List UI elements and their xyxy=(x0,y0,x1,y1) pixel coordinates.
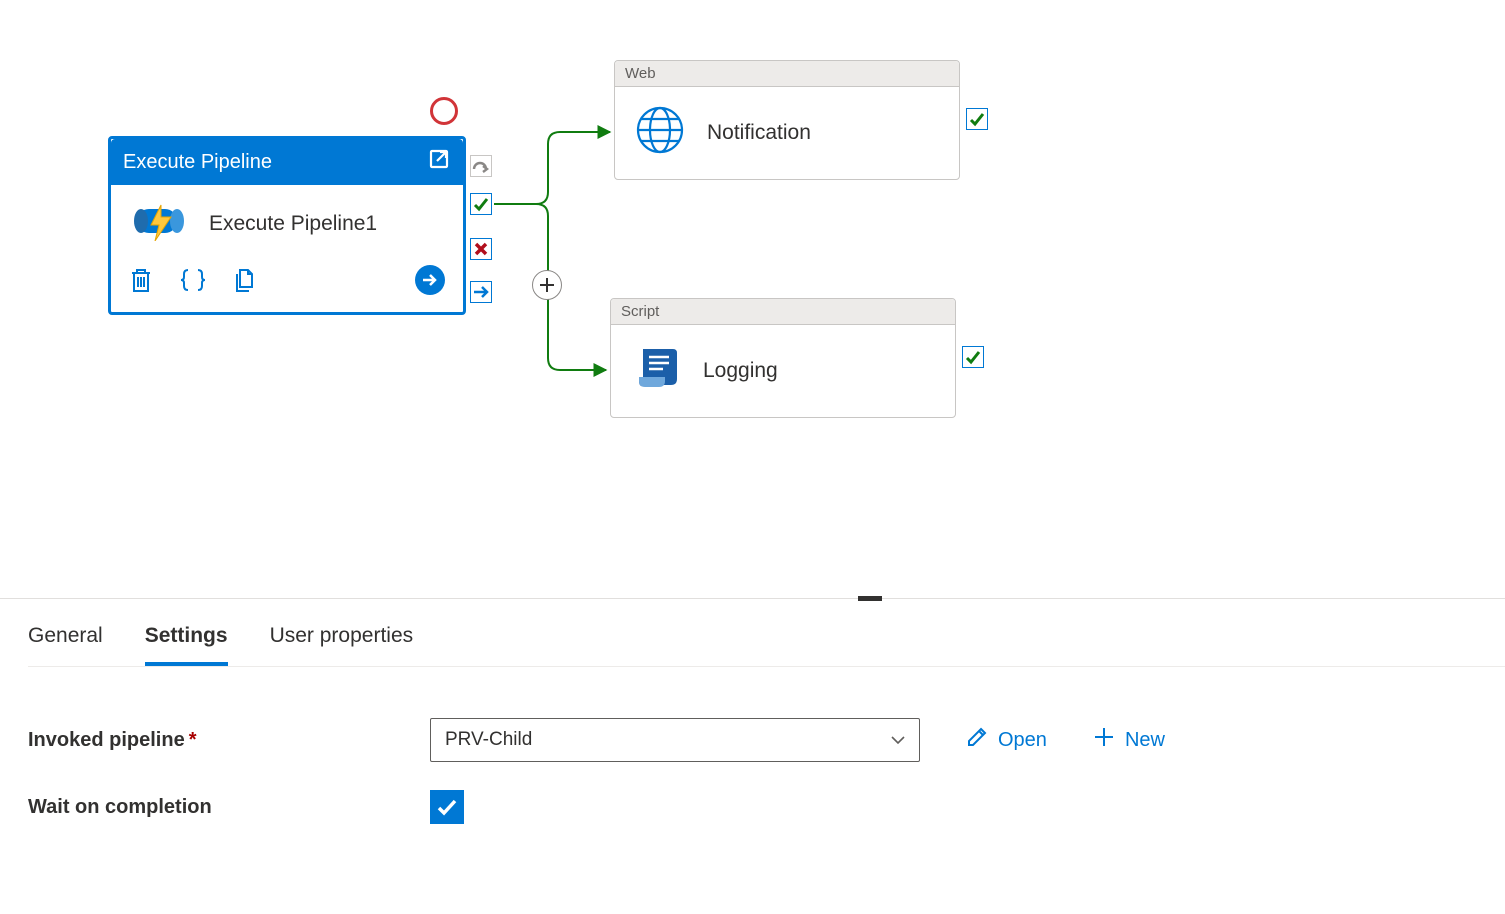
delete-icon[interactable] xyxy=(129,267,153,296)
node-type-label: Execute Pipeline xyxy=(123,151,272,174)
panel-resize-handle[interactable] xyxy=(858,596,882,601)
node-header: Script xyxy=(611,299,955,325)
row-wait-on-completion: Wait on completion xyxy=(28,790,464,824)
chevron-down-icon xyxy=(891,729,905,751)
node-header: Web xyxy=(615,61,959,87)
label-text: Invoked pipeline xyxy=(28,729,185,751)
tab-settings[interactable]: Settings xyxy=(145,624,228,666)
label-wait-on-completion: Wait on completion xyxy=(28,796,430,819)
handle-completion[interactable] xyxy=(470,281,492,303)
script-icon xyxy=(631,343,681,399)
node-body: Notification xyxy=(615,87,959,179)
handle-failure[interactable] xyxy=(470,238,492,260)
node-type-label: Script xyxy=(621,303,659,320)
node-body: Execute Pipeline1 xyxy=(111,185,463,257)
pencil-icon xyxy=(966,726,988,754)
node-script-status[interactable] xyxy=(962,346,984,368)
label-text: Wait on completion xyxy=(28,796,212,818)
run-icon[interactable] xyxy=(415,265,445,298)
tab-user-properties[interactable]: User properties xyxy=(270,624,414,666)
dropdown-value: PRV-Child xyxy=(445,729,532,751)
open-label: Open xyxy=(998,729,1047,752)
invoked-pipeline-dropdown[interactable]: PRV-Child xyxy=(430,718,920,762)
tab-general[interactable]: General xyxy=(28,624,103,666)
handle-skip[interactable] xyxy=(470,155,492,177)
node-type-label: Web xyxy=(625,65,656,82)
node-web-status[interactable] xyxy=(966,108,988,130)
node-toolbar xyxy=(111,257,463,312)
row-invoked-pipeline: Invoked pipeline* PRV-Child Open New xyxy=(28,718,1165,762)
required-indicator: * xyxy=(189,729,197,751)
copy-icon[interactable] xyxy=(233,267,257,296)
globe-icon xyxy=(635,105,685,161)
panel-divider xyxy=(0,598,1505,599)
new-pipeline-button[interactable]: New xyxy=(1093,726,1165,754)
add-activity-button[interactable] xyxy=(532,270,562,300)
wait-on-completion-checkbox[interactable] xyxy=(430,790,464,824)
code-braces-icon[interactable] xyxy=(179,267,207,296)
node-title: Notification xyxy=(707,121,811,145)
handle-success[interactable] xyxy=(470,193,492,215)
node-header: Execute Pipeline xyxy=(111,139,463,185)
node-body: Logging xyxy=(611,325,955,417)
properties-tabs: General Settings User properties xyxy=(28,624,1505,667)
validation-error-indicator[interactable] xyxy=(430,97,458,125)
node-web-notification[interactable]: Web Notification xyxy=(614,60,960,180)
pipeline-canvas[interactable]: Execute Pipeline Execute Pipeline1 xyxy=(0,0,1505,600)
open-pipeline-button[interactable]: Open xyxy=(966,726,1047,754)
node-title: Logging xyxy=(703,359,778,383)
new-label: New xyxy=(1125,729,1165,752)
node-script-logging[interactable]: Script Logging xyxy=(610,298,956,418)
execute-pipeline-icon xyxy=(131,201,187,247)
label-invoked-pipeline: Invoked pipeline* xyxy=(28,729,430,752)
node-title: Execute Pipeline1 xyxy=(209,212,377,236)
node-execute-pipeline[interactable]: Execute Pipeline Execute Pipeline1 xyxy=(108,136,466,315)
plus-icon xyxy=(1093,726,1115,754)
open-external-icon[interactable] xyxy=(427,147,451,177)
